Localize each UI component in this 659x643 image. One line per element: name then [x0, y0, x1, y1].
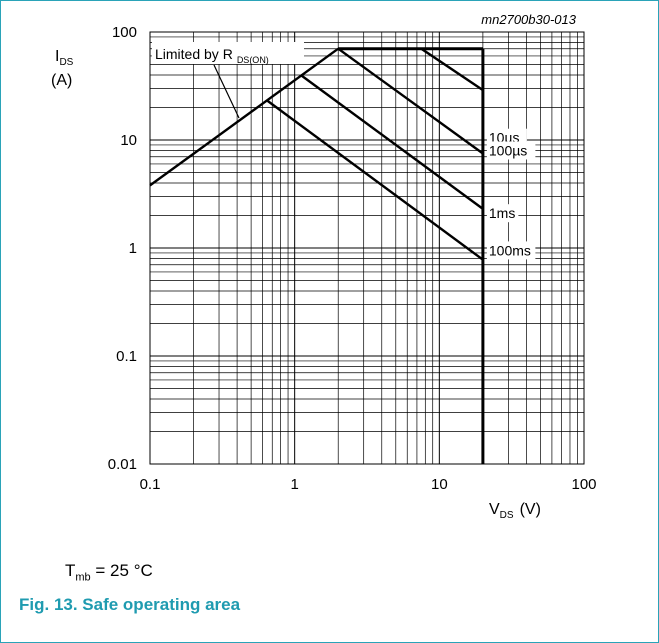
curve-label-bg: [486, 241, 536, 260]
soa-curve-1: [149, 47, 339, 187]
condition-subscript: mb: [75, 571, 91, 584]
x-tick-label: 0.1: [140, 476, 161, 493]
plot-frame: [149, 31, 585, 465]
soa-curve-2: [338, 47, 484, 92]
curve-label-bg: [486, 141, 536, 160]
curve-label-bg: [486, 204, 519, 223]
soa-curve-3: [337, 47, 484, 155]
y-axis-unit: (A): [51, 72, 72, 89]
condition-symbol: T: [65, 561, 76, 580]
condition-value: = 25 °C: [95, 561, 153, 580]
figure-code: mn2700b30-013: [481, 12, 576, 27]
y-axis-label: IDS: [55, 48, 74, 68]
y-tick-label: 0.1: [116, 348, 137, 365]
annotation-leader: [213, 64, 240, 119]
y-tick-label: 0.01: [108, 456, 137, 473]
y-tick-label: 10: [120, 132, 137, 149]
curve-label-3: 1ms: [489, 205, 515, 221]
x-tick-label: 10: [431, 476, 448, 493]
chart-curves: [149, 47, 485, 464]
temperature-condition: Tmb = 25 °C: [65, 561, 153, 583]
x-tick-label: 100: [571, 476, 596, 493]
y-tick-label: 1: [129, 240, 137, 257]
x-tick-label: 1: [290, 476, 298, 493]
curve-label-2: 100µs: [489, 142, 527, 158]
soa-curve-4: [299, 74, 484, 210]
annotation-bg: [152, 42, 304, 64]
annotation-text: Limited by R DS(ON): [155, 46, 269, 65]
soa-curve-5: [266, 99, 484, 261]
curve-label-4: 100ms: [489, 242, 531, 258]
y-tick-label: 100: [112, 24, 137, 41]
x-axis-label: VDS (V): [489, 501, 541, 521]
figure-caption: Fig. 13. Safe operating area: [19, 595, 241, 614]
